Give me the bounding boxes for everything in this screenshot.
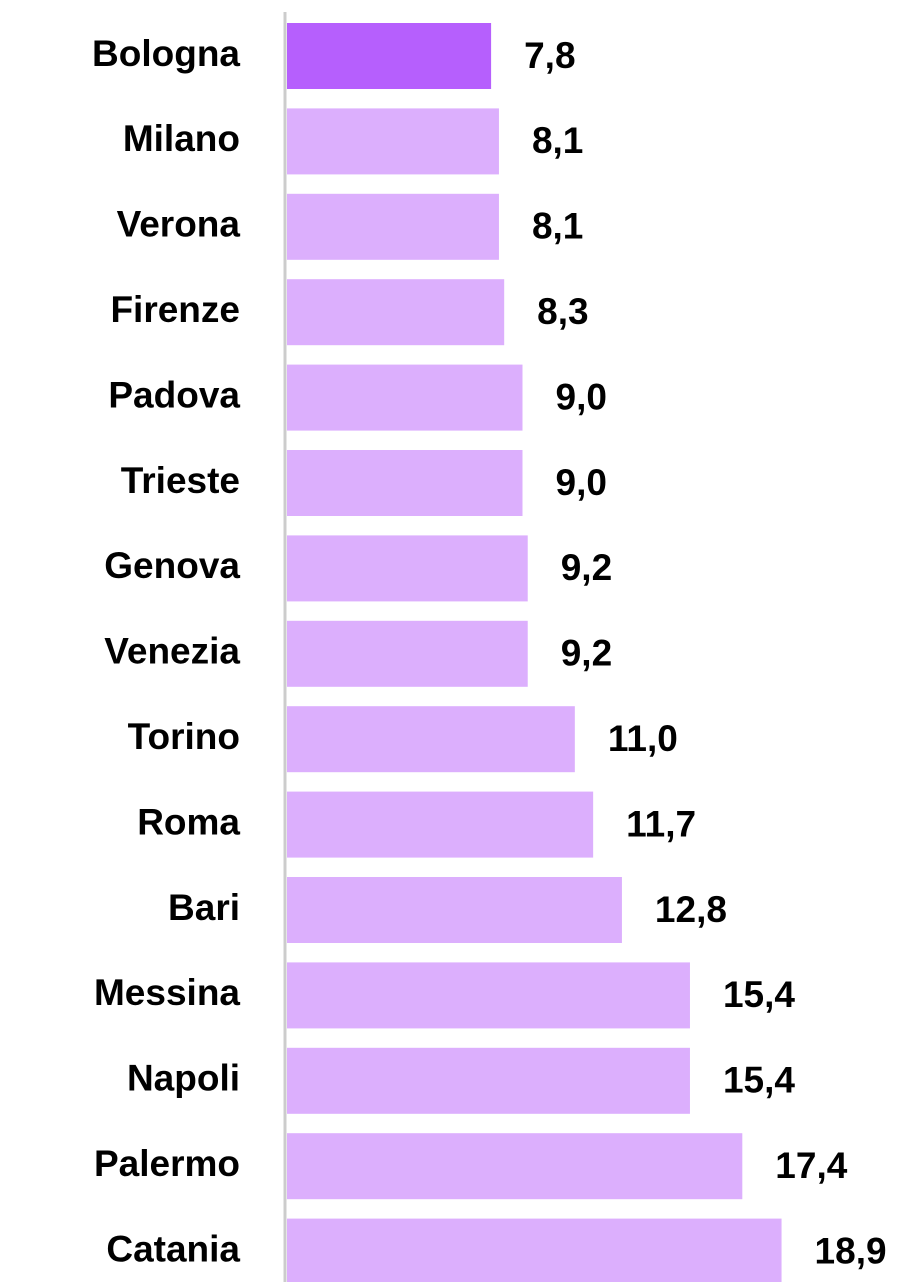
value-label: 15,4: [723, 1060, 795, 1101]
bar: [287, 279, 505, 346]
category-label: Napoli: [127, 1058, 240, 1099]
value-label: 15,4: [723, 974, 795, 1015]
value-label: 8,1: [532, 206, 583, 247]
category-label: Padova: [108, 374, 240, 415]
bar: [287, 535, 528, 602]
bar: [287, 450, 523, 516]
category-label: Verona: [117, 204, 241, 245]
category-label: Genova: [104, 545, 240, 586]
bar: [287, 706, 575, 773]
category-label: Palermo: [94, 1143, 240, 1184]
bar: [287, 620, 528, 687]
bar: [287, 1047, 690, 1114]
value-label: 12,8: [655, 889, 727, 930]
bar: [287, 23, 492, 89]
value-label: 11,7: [626, 803, 696, 844]
category-label: Roma: [137, 801, 240, 842]
category-label: Venezia: [104, 631, 240, 672]
value-label: 18,9: [815, 1230, 887, 1271]
category-label: Torino: [128, 716, 240, 757]
value-label: 8,1: [532, 120, 583, 161]
category-label: Firenze: [110, 289, 240, 330]
category-label: Bari: [168, 887, 240, 928]
category-label: Trieste: [121, 460, 240, 501]
category-label: Bologna: [92, 33, 240, 74]
bar: [287, 364, 523, 431]
value-label: 7,8: [524, 35, 575, 76]
bar: [287, 791, 594, 858]
bar: [287, 877, 622, 943]
value-label: 17,4: [775, 1145, 847, 1186]
category-label: Catania: [106, 1228, 240, 1269]
bar: [287, 1133, 743, 1200]
value-label: 9,2: [561, 547, 612, 588]
value-label: 9,0: [556, 462, 607, 503]
category-label: Messina: [94, 972, 240, 1013]
value-label: 11,0: [608, 718, 678, 759]
value-label: 8,3: [537, 291, 588, 332]
bar: [287, 108, 499, 175]
value-label: 9,2: [561, 633, 612, 674]
category-label: Milano: [123, 118, 240, 159]
bar: [287, 1218, 782, 1285]
value-label: 9,0: [556, 376, 607, 417]
bar: [287, 962, 690, 1029]
bar: [287, 193, 499, 260]
